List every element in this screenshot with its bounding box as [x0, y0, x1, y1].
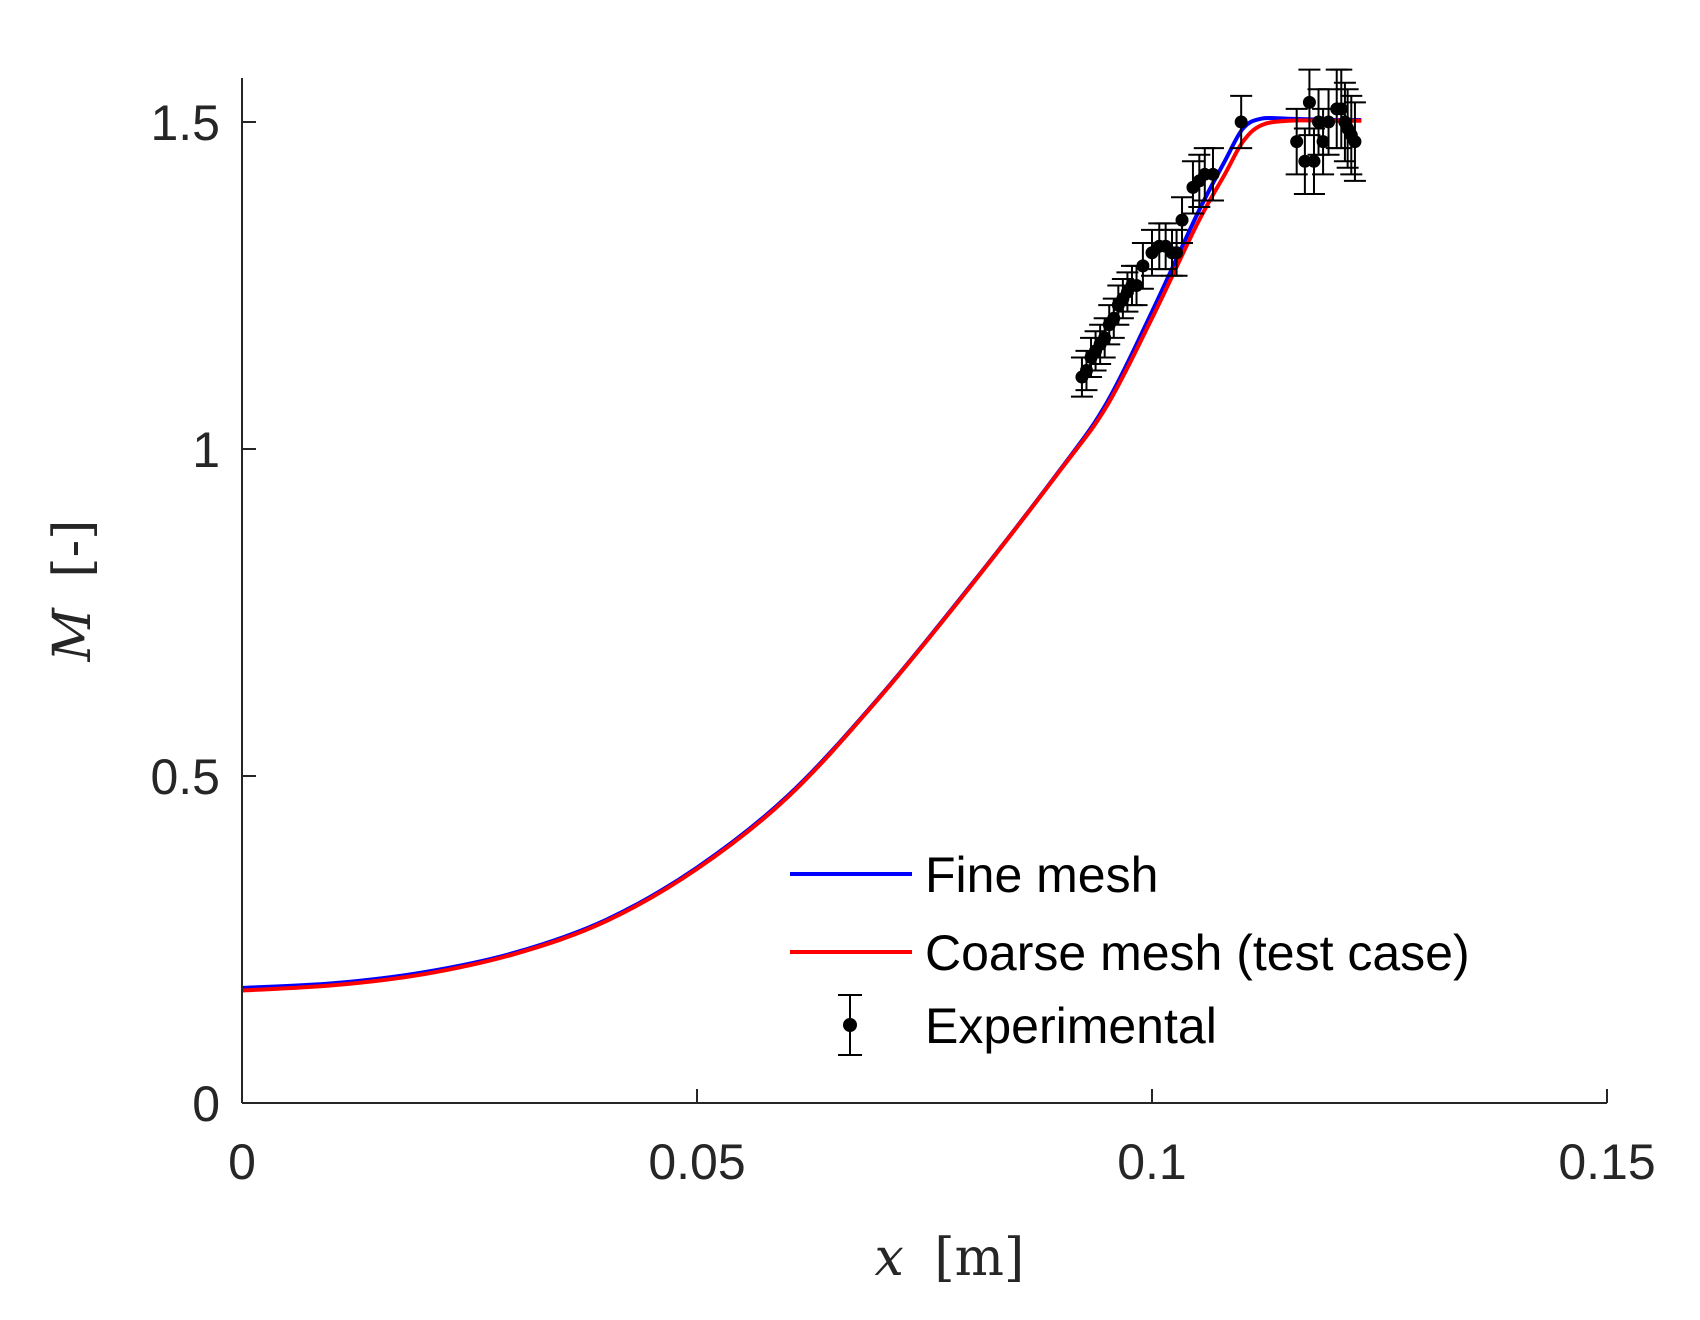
series-line-fine-mesh [241, 115, 1362, 990]
y-tick-label: 0.5 [150, 749, 220, 805]
data-point [1234, 115, 1248, 129]
x-axis-label: x [m] [875, 1228, 1025, 1288]
legend: Fine mesh Coarse mesh (test case) Experime… [790, 847, 1470, 1056]
data-point [1348, 135, 1362, 149]
data-point [1290, 135, 1304, 149]
series-experimental [1070, 68, 1366, 398]
series-line-coarse-mesh-test-case [241, 118, 1362, 993]
x-tick-label: 0.05 [648, 1134, 745, 1190]
data-point [1322, 115, 1336, 129]
y-axis-label: M [-] [43, 520, 103, 663]
data-point [1130, 279, 1144, 292]
y-axis-symbol: M [43, 606, 103, 662]
data-point [1307, 154, 1321, 168]
data-point [1206, 167, 1220, 181]
data-point [1136, 259, 1150, 273]
data-point [1170, 246, 1184, 260]
data-point [1298, 154, 1312, 168]
y-tick-label: 1.5 [150, 95, 220, 151]
legend-marker [843, 1018, 857, 1032]
legend-label-coarse-mesh-test-case: Coarse mesh (test case) [925, 925, 1470, 981]
x-tick-label: 0 [228, 1134, 256, 1190]
x-axis-unit: [m] [934, 1228, 1024, 1288]
y-tick-label: 0 [192, 1076, 220, 1132]
legend-label-experimental: Experimental [925, 998, 1217, 1054]
data-point [1316, 135, 1330, 149]
legend-label-fine-mesh: Fine mesh [925, 847, 1158, 903]
x-tick-label: 0.15 [1558, 1134, 1655, 1190]
x-tick-label: 0.1 [1117, 1134, 1187, 1190]
data-point [1175, 213, 1189, 227]
data-point [1302, 95, 1316, 109]
plot-area [241, 68, 1366, 993]
y-axis-unit: [-] [43, 520, 103, 578]
x-axis-symbol: x [875, 1228, 904, 1288]
y-tick-label: 1 [192, 422, 220, 478]
axes: 0 0.05 0.1 0.15 0 0.5 1 1.5 [150, 78, 1656, 1190]
data-point [1312, 115, 1326, 129]
